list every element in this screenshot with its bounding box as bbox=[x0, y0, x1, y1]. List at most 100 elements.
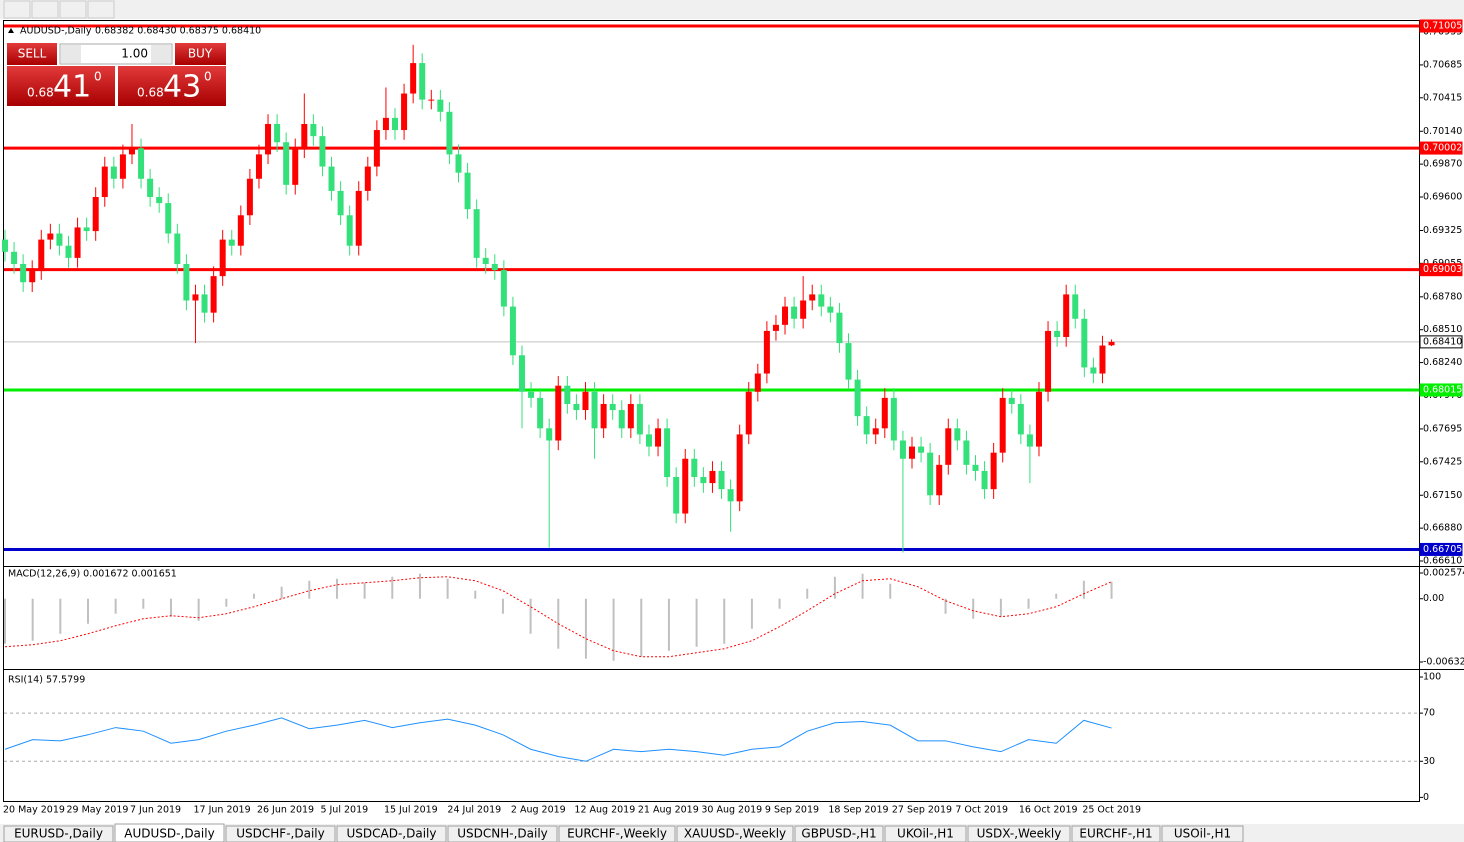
candle-body bbox=[1099, 345, 1106, 374]
symbol-tabs: EURUSD-,Daily AUDUSD-,Daily USDCHF-,Daily U… bbox=[3, 823, 1244, 842]
candle-body bbox=[364, 166, 371, 191]
x-tick-label: 30 Aug 2019 bbox=[701, 805, 762, 816]
y-tick-label: 30 bbox=[1423, 756, 1435, 767]
timeframe-button[interactable] bbox=[31, 0, 59, 19]
symbol-tab[interactable] bbox=[967, 825, 1071, 842]
candle-body bbox=[201, 294, 208, 313]
x-tick-label: 25 Oct 2019 bbox=[1082, 805, 1141, 816]
x-tick-label: 5 Jul 2019 bbox=[320, 805, 368, 816]
candle-body bbox=[1045, 330, 1052, 392]
sell-price-big: 0.68 bbox=[27, 86, 54, 100]
symbol-tab[interactable] bbox=[1071, 825, 1161, 842]
symbol-tab[interactable] bbox=[225, 825, 336, 842]
x-tick-label: 16 Oct 2019 bbox=[1019, 805, 1078, 816]
tab-label: USDCHF-,Daily bbox=[236, 827, 324, 841]
sell-button[interactable] bbox=[7, 43, 57, 65]
candle-body bbox=[890, 397, 897, 441]
candle-body bbox=[210, 276, 217, 313]
macd-signal bbox=[4, 576, 1112, 658]
candle-body bbox=[899, 440, 906, 459]
price-level-label: 0.69003 bbox=[1423, 264, 1462, 275]
lot-up[interactable] bbox=[151, 45, 171, 63]
buy-price[interactable] bbox=[118, 66, 226, 106]
candle-body bbox=[328, 166, 335, 191]
candle-body bbox=[29, 270, 36, 283]
lot-input[interactable] bbox=[59, 43, 173, 65]
candle-body bbox=[56, 233, 63, 246]
symbol-tab[interactable] bbox=[3, 825, 114, 842]
candle-body bbox=[310, 123, 317, 137]
y-tick-label: 0.70415 bbox=[1423, 92, 1462, 103]
candle-body bbox=[963, 440, 970, 465]
candle-body bbox=[11, 251, 18, 264]
candle-body bbox=[373, 130, 380, 167]
symbol-tab[interactable] bbox=[676, 825, 794, 842]
x-tick-label: 9 Sep 2019 bbox=[765, 805, 819, 816]
candle-body bbox=[1090, 367, 1097, 374]
candle-body bbox=[909, 446, 915, 459]
symbol-tab[interactable] bbox=[447, 825, 558, 842]
candle-body bbox=[183, 263, 190, 301]
symbol-tab[interactable] bbox=[558, 825, 676, 842]
candle-body bbox=[147, 178, 154, 198]
symbol-tab[interactable] bbox=[884, 825, 967, 842]
x-tick-label: 7 Jun 2019 bbox=[130, 805, 181, 816]
timeframe-button[interactable] bbox=[87, 0, 115, 19]
candle-body bbox=[500, 270, 507, 307]
candle-body bbox=[573, 403, 580, 411]
candle-body bbox=[754, 373, 761, 392]
lot-down[interactable] bbox=[61, 45, 81, 63]
symbol-tab[interactable] bbox=[336, 825, 447, 842]
symbol-tab[interactable] bbox=[114, 823, 225, 842]
chart-frame bbox=[3, 20, 1420, 802]
candle-body bbox=[528, 391, 535, 398]
candle-body bbox=[836, 312, 843, 344]
candle-body bbox=[473, 209, 480, 258]
candle-body bbox=[410, 63, 417, 94]
candle-body bbox=[782, 306, 789, 325]
candle-body bbox=[20, 263, 27, 283]
candle-body bbox=[700, 477, 707, 484]
lot-value: 1.00 bbox=[121, 47, 148, 61]
candle-body bbox=[591, 391, 598, 429]
sell-price[interactable] bbox=[7, 66, 115, 106]
symbol-tab[interactable] bbox=[1161, 825, 1244, 842]
candle-body bbox=[872, 428, 879, 435]
candle-body bbox=[1063, 294, 1070, 338]
candle-body bbox=[691, 458, 698, 478]
candle-body bbox=[555, 385, 562, 441]
y-tick-label: -0.006326 bbox=[1423, 657, 1464, 668]
timeframe-button[interactable] bbox=[59, 0, 87, 19]
tab-label: USDX-,Weekly bbox=[977, 827, 1062, 841]
candle-body bbox=[437, 99, 444, 112]
timeframe-button[interactable] bbox=[3, 0, 31, 19]
price-level-tag bbox=[1419, 542, 1463, 556]
candle-body bbox=[482, 257, 489, 264]
candle-body bbox=[110, 166, 117, 179]
symbol-tab[interactable] bbox=[794, 825, 884, 842]
candle-body bbox=[582, 391, 589, 411]
candle-body bbox=[446, 111, 453, 155]
candle-body bbox=[645, 434, 652, 447]
price-level-tag bbox=[1419, 141, 1463, 155]
candle-body bbox=[274, 123, 281, 143]
y-tick-label: 0.00 bbox=[1423, 593, 1444, 604]
candle-body bbox=[618, 410, 625, 429]
candle-body bbox=[936, 464, 943, 496]
candle-body bbox=[682, 458, 689, 514]
y-tick-label: 0.68780 bbox=[1423, 291, 1462, 302]
candle-body bbox=[65, 245, 72, 258]
candle-body bbox=[827, 306, 834, 313]
candle-body bbox=[709, 470, 716, 484]
candle-body bbox=[464, 172, 471, 210]
candle-body bbox=[47, 233, 54, 240]
buy-button[interactable] bbox=[175, 43, 226, 65]
y-tick-label: 0.66610 bbox=[1423, 556, 1462, 567]
candle-body bbox=[219, 239, 226, 277]
plots: 0.709550.706850.704150.701400.698700.696… bbox=[2, 19, 1464, 816]
candle-body bbox=[981, 470, 988, 490]
candle-body bbox=[337, 190, 344, 216]
candle-body bbox=[292, 148, 299, 185]
collapse-icon[interactable] bbox=[8, 28, 14, 33]
